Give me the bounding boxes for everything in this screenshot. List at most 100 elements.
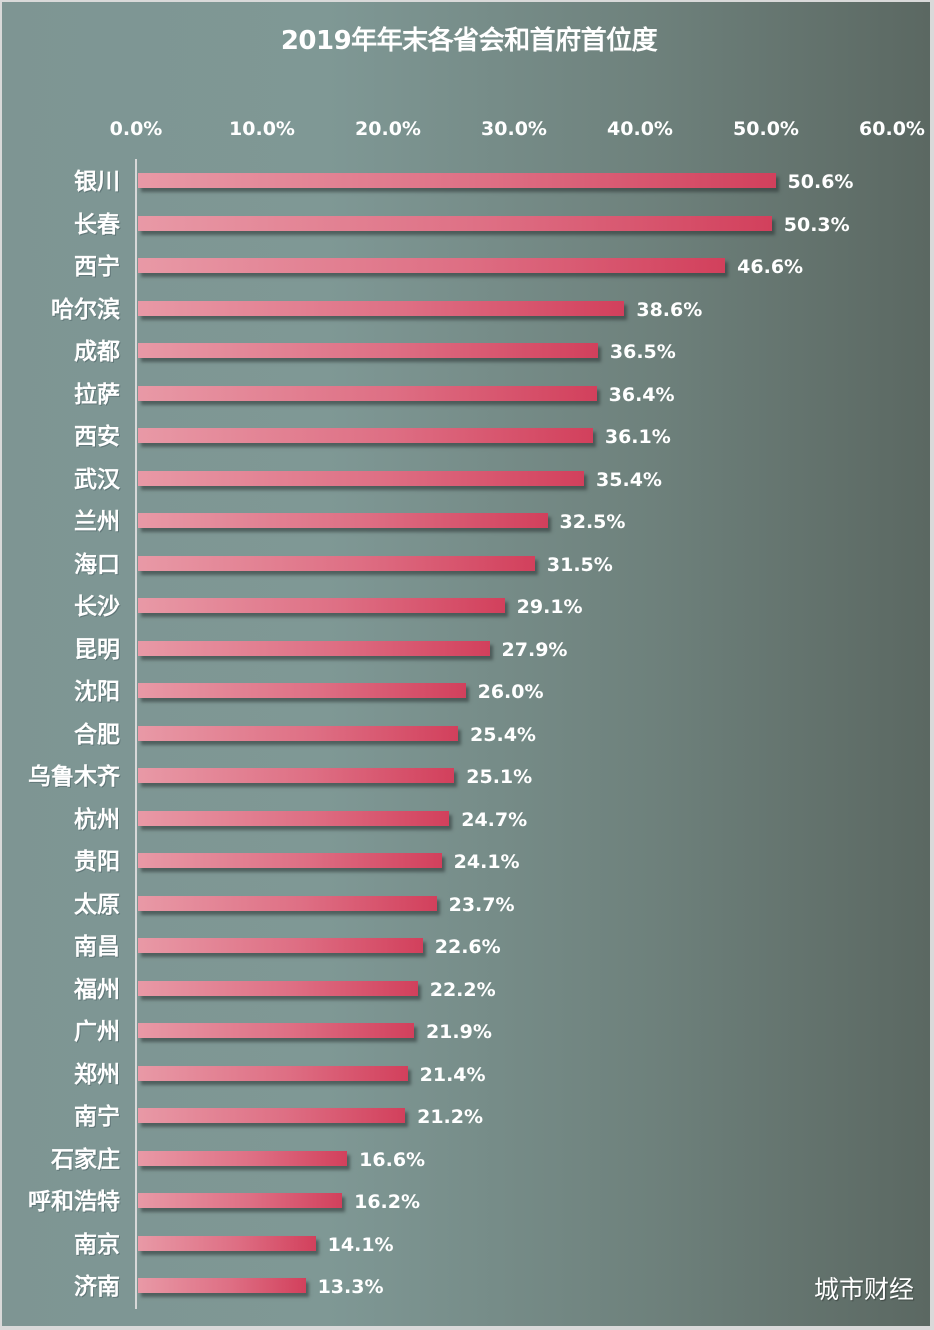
value-label: 22.2% (429, 978, 496, 1001)
bar-row: 合肥 25.4% (2, 715, 930, 755)
bar-row: 石家庄 16.6% (2, 1140, 930, 1180)
value-label: 21.4% (419, 1063, 486, 1086)
category-label: 合肥 (74, 721, 120, 748)
bar (138, 300, 625, 316)
bar (138, 1235, 316, 1251)
bar (138, 215, 772, 231)
category-label: 兰州 (74, 509, 120, 535)
bar-row: 贵阳 24.1% (2, 842, 930, 882)
bar (138, 810, 450, 826)
category-label: 沈阳 (74, 679, 120, 705)
bar (138, 1108, 406, 1123)
bar (138, 555, 535, 571)
watermark: 城市财经 (813, 1275, 914, 1304)
category-label: 银川 (74, 169, 120, 195)
bar-row: 太原 23.7% (2, 885, 930, 925)
bar (138, 938, 423, 953)
value-label: 29.1% (516, 596, 583, 618)
bar (138, 428, 593, 443)
category-label: 贵阳 (74, 849, 120, 875)
value-label: 25.1% (466, 766, 533, 788)
category-label: 南京 (74, 1231, 120, 1258)
bar-row: 乌鲁木齐 25.1% (2, 757, 930, 797)
bar (138, 1023, 414, 1038)
category-label: 广州 (74, 1019, 120, 1045)
x-tick-label: 50.0% (733, 118, 799, 140)
category-label: 西宁 (74, 254, 120, 280)
bar (138, 683, 466, 698)
bar (138, 895, 437, 911)
bar (138, 1193, 343, 1208)
category-label: 拉萨 (74, 381, 120, 408)
bar-row: 西宁 46.6% (2, 247, 930, 287)
value-label: 16.2% (354, 1191, 421, 1213)
value-label: 32.5% (559, 511, 626, 533)
category-label: 太原 (74, 891, 120, 918)
chart-title: 2019年年末各省会和首府首位度 (280, 26, 658, 56)
bar-row: 福州 22.2% (2, 970, 930, 1010)
bar-row: 沈阳 26.0% (2, 672, 930, 712)
category-label: 济南 (74, 1274, 120, 1300)
category-label: 南宁 (74, 1104, 120, 1130)
category-label: 石家庄 (51, 1146, 120, 1173)
bar (138, 598, 505, 613)
bar (138, 258, 726, 273)
bar (138, 980, 418, 996)
bar (138, 640, 490, 656)
bar-row: 兰州 32.5% (2, 502, 930, 542)
x-tick-label: 20.0% (355, 118, 421, 140)
bar (138, 343, 598, 358)
bar (138, 1150, 348, 1166)
bar-row: 杭州 24.7% (2, 800, 930, 840)
bar-row: 济南 13.3% (2, 1267, 930, 1307)
bar (138, 725, 459, 741)
category-label: 西安 (74, 424, 120, 450)
bar (138, 173, 776, 188)
category-label: 长沙 (74, 594, 120, 620)
x-tick-label: 60.0% (859, 118, 925, 140)
value-label: 27.9% (501, 638, 568, 661)
bar-row: 成都 36.5% (2, 332, 930, 372)
value-label: 26.0% (477, 681, 544, 703)
x-tick-label: 0.0% (109, 118, 163, 140)
value-label: 50.3% (783, 213, 850, 236)
bar-row: 海口 31.5% (2, 545, 930, 585)
category-label: 成都 (74, 339, 120, 365)
value-label: 14.1% (327, 1233, 394, 1256)
x-tick-label: 10.0% (229, 118, 295, 140)
bar (138, 385, 597, 401)
value-label: 36.5% (609, 341, 676, 363)
category-label: 福州 (74, 976, 120, 1003)
category-label: 郑州 (74, 1061, 120, 1088)
value-label: 24.7% (461, 808, 528, 831)
bar-row: 银川 50.6% (2, 162, 930, 202)
value-label: 36.1% (604, 426, 671, 448)
bar-row: 南宁 21.2% (2, 1097, 930, 1137)
value-label: 25.4% (470, 723, 536, 746)
value-label: 23.7% (448, 893, 515, 916)
value-label: 38.6% (636, 298, 703, 321)
category-label: 南昌 (74, 934, 120, 960)
bar (138, 768, 455, 783)
value-label: 31.5% (546, 553, 613, 576)
category-label: 武汉 (74, 466, 120, 493)
bar (138, 1278, 306, 1293)
category-label: 昆明 (74, 636, 120, 663)
bar-row: 南京 14.1% (2, 1225, 930, 1265)
bar (138, 513, 548, 528)
x-tick-label: 30.0% (481, 118, 547, 140)
category-label: 杭州 (74, 806, 120, 833)
value-label: 35.4% (596, 468, 662, 491)
category-label: 长春 (74, 211, 120, 238)
bar-row: 呼和浩特 16.2% (2, 1182, 930, 1222)
value-label: 22.6% (434, 936, 501, 958)
y-axis-line (135, 159, 137, 1309)
bar (138, 1065, 408, 1081)
bar-row: 拉萨 36.4% (2, 375, 930, 415)
value-label: 16.6% (359, 1148, 426, 1171)
category-label: 乌鲁木齐 (28, 764, 120, 790)
bar-row: 长沙 29.1% (2, 587, 930, 627)
bar (138, 853, 442, 868)
bar-row: 广州 21.9% (2, 1012, 930, 1052)
value-label: 13.3% (317, 1276, 384, 1298)
